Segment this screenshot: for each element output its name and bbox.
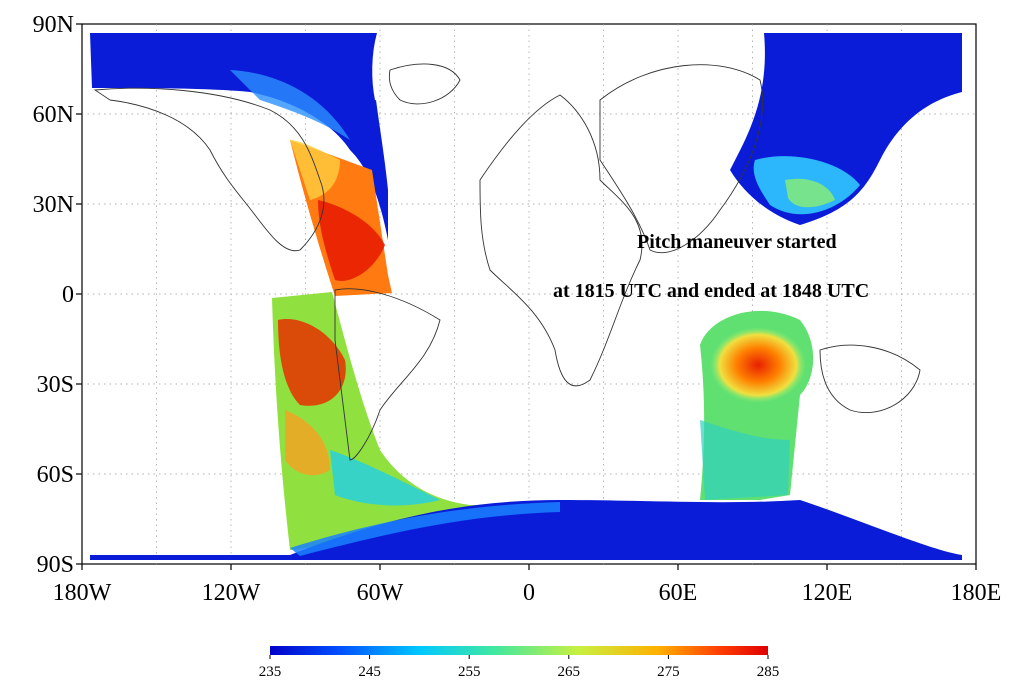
colorbar-gradient [270,646,768,655]
colorbar-label: 245 [358,664,381,680]
lat-label: 30N [33,192,74,218]
north-polar-cyan [230,70,350,140]
colorbar-label: 275 [657,664,680,680]
south-polar-swath [90,500,962,560]
indian-ocean-cyan [700,420,790,500]
lat-label: 30S [37,372,74,398]
atlantic-swath-core [318,200,385,281]
lat-label: 90S [37,552,74,578]
south-america-swath-cyan [330,450,440,506]
gridlines [82,24,976,564]
swath-gap-outline [372,32,379,101]
australia-outline [819,344,921,414]
colorbar-label: 285 [757,664,780,680]
annotation-line-2: at 1815 UTC and ended at 1848 UTC [553,280,870,302]
asia-swath-yellow [785,178,835,208]
north-america-outline [93,87,325,252]
lat-label: 60S [37,462,74,488]
south-polar-transition [290,502,560,556]
lon-label: 60E [659,580,698,606]
atlantic-swath-edge [290,140,340,200]
europe-africa-outline [479,94,643,387]
greenland-outline [388,63,461,105]
coastlines [93,63,921,461]
colorbar: 235 245 255 265 275 285 [259,646,780,680]
lat-label: 90N [33,12,74,38]
south-america-swath-orange [285,410,330,476]
lat-label: 60N [33,102,74,128]
lon-label: 180E [951,580,1002,606]
south-america-swath-red [278,319,346,406]
lat-label: 0 [62,282,74,308]
indian-ocean-warm-core [710,327,806,403]
north-polar-swath [90,33,388,240]
lon-label: 120W [202,580,261,606]
colorbar-label: 255 [458,664,481,680]
lon-label: 120E [802,580,853,606]
colorbar-ticks: 235 245 255 265 275 285 [259,655,780,680]
lon-label: 0 [523,580,535,606]
swath-data [90,33,962,560]
lon-label: 60W [357,580,404,606]
lon-label: 180W [53,580,112,606]
colorbar-label: 265 [558,664,581,680]
asia-outline [599,64,764,254]
colorbar-label: 235 [259,664,282,680]
south-america-outline [334,288,441,461]
annotation-line-1: Pitch maneuver started [637,231,837,253]
